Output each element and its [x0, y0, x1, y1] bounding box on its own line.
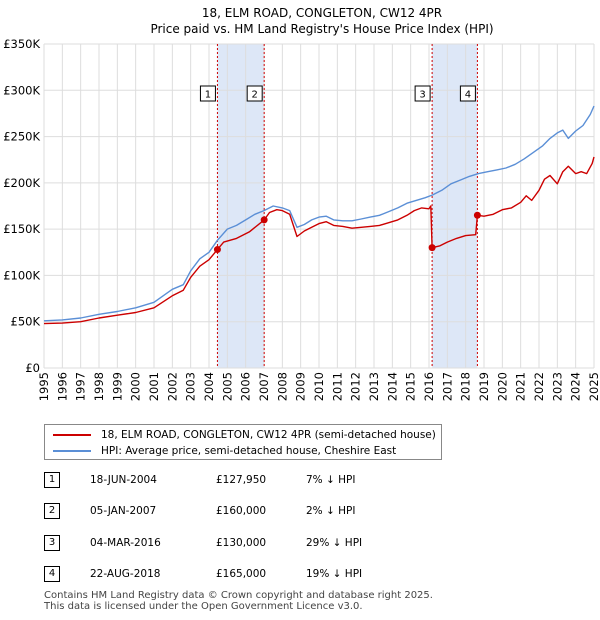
x-tick-label: 2011: [330, 372, 344, 401]
x-tick-label: 2018: [459, 372, 473, 401]
table-row: 4 22-AUG-2018 £165,000 19% ↓ HPI: [44, 566, 384, 584]
x-tick-label: 2023: [550, 372, 564, 401]
x-tick-label: 2016: [422, 372, 436, 401]
y-tick-label: £250K: [3, 130, 40, 144]
sale-number-badge: 1: [44, 472, 60, 488]
legend-item-property: 18, ELM ROAD, CONGLETON, CW12 4PR (semi-…: [53, 427, 436, 443]
sale-number-label: 1: [205, 90, 211, 101]
y-tick-label: £100K: [3, 268, 40, 282]
sale-number-box-frame: [414, 85, 431, 102]
chart-legend: 18, ELM ROAD, CONGLETON, CW12 4PR (semi-…: [44, 424, 442, 460]
sale-number-badge: 4: [44, 566, 60, 582]
sale-number-badge: 3: [44, 535, 60, 551]
x-tick-label: 1996: [55, 372, 69, 401]
x-tick-label: 2015: [404, 372, 418, 401]
y-tick-label: £350K: [3, 37, 40, 51]
sale-number-label: 4: [465, 90, 471, 101]
x-tick-label: 2000: [129, 372, 143, 401]
x-tick-label: 2002: [165, 372, 179, 401]
x-tick-label: 2014: [385, 372, 399, 401]
y-tick-label: £150K: [3, 222, 40, 236]
x-tick-label: 2024: [569, 372, 583, 401]
sale-date: 22-AUG-2018: [90, 568, 161, 580]
table-row: 3 04-MAR-2016 £130,000 29% ↓ HPI: [44, 535, 384, 553]
y-tick-label: £200K: [3, 176, 40, 190]
sale-point: [473, 211, 481, 219]
x-tick-label: 2017: [440, 372, 454, 401]
sale-price: £130,000: [216, 537, 267, 549]
sale-number-label: 2: [251, 90, 257, 101]
x-tick-label: 2004: [202, 372, 216, 401]
sale-number-box-frame: [199, 85, 216, 102]
sale-hpi-diff: 29% ↓ HPI: [306, 537, 363, 549]
y-tick-label: £50K: [11, 315, 41, 329]
sale-price: £160,000: [216, 505, 267, 517]
footer-attribution: Contains HM Land Registry data © Crown c…: [44, 590, 433, 612]
sale-hpi-diff: 19% ↓ HPI: [306, 568, 363, 580]
x-tick-label: 1997: [74, 372, 88, 401]
x-tick-label: 2020: [495, 372, 509, 401]
sale-number-box: 3: [414, 85, 431, 102]
x-tick-label: 1995: [37, 372, 51, 401]
sale-number-box: 2: [246, 85, 263, 102]
sale-price: £127,950: [216, 474, 267, 486]
sale-point: [428, 244, 436, 252]
sale-date: 18-JUN-2004: [90, 474, 157, 486]
y-tick-label: £300K: [3, 83, 40, 97]
sale-point: [260, 216, 268, 224]
table-row: 1 18-JUN-2004 £127,950 7% ↓ HPI: [44, 472, 384, 490]
property-series-line: [43, 156, 595, 325]
legend-label-hpi: HPI: Average price, semi-detached house,…: [101, 445, 397, 457]
x-tick-label: 2007: [257, 372, 271, 401]
sale-hpi-diff: 7% ↓ HPI: [306, 474, 356, 486]
chart-title: 18, ELM ROAD, CONGLETON, CW12 4PR: [202, 6, 442, 20]
sale-number-label: 3: [419, 90, 425, 101]
chart-subtitle: Price paid vs. HM Land Registry's House …: [150, 22, 493, 36]
price-chart: 18, ELM ROAD, CONGLETON, CW12 4PR Price p…: [3, 6, 600, 401]
x-tick-label: 2008: [275, 372, 289, 401]
x-tick-label: 1998: [92, 372, 106, 401]
x-tick-label: 2012: [349, 372, 363, 401]
sale-number-box-frame: [246, 85, 263, 102]
legend-swatch-property: [53, 434, 91, 436]
x-tick-label: 2025: [587, 372, 600, 401]
x-tick-label: 2003: [184, 372, 198, 401]
x-tick-label: 2001: [147, 372, 161, 401]
legend-swatch-hpi: [53, 450, 91, 452]
hpi-series-line: [43, 105, 595, 322]
x-tick-label: 2009: [294, 372, 308, 401]
x-tick-label: 2013: [367, 372, 381, 401]
sale-price: £165,000: [216, 568, 267, 580]
sale-hpi-diff: 2% ↓ HPI: [306, 505, 356, 517]
legend-label-property: 18, ELM ROAD, CONGLETON, CW12 4PR (semi-…: [101, 429, 436, 441]
x-tick-label: 2022: [532, 372, 546, 401]
sale-date: 04-MAR-2016: [90, 537, 161, 549]
x-tick-label: 2019: [477, 372, 491, 401]
sale-number-box-frame: [459, 85, 476, 102]
footer-copyright: Contains HM Land Registry data © Crown c…: [44, 590, 433, 601]
x-tick-label: 2005: [220, 372, 234, 401]
sale-number-badge: 2: [44, 503, 60, 519]
table-row: 2 05-JAN-2007 £160,000 2% ↓ HPI: [44, 503, 384, 521]
sale-number-box: 4: [459, 85, 476, 102]
x-tick-label: 2021: [514, 372, 528, 401]
x-tick-label: 2006: [239, 372, 253, 401]
x-tick-label: 2010: [312, 372, 326, 401]
sale-date: 05-JAN-2007: [90, 505, 157, 517]
legend-item-hpi: HPI: Average price, semi-detached house,…: [53, 443, 396, 459]
sale-point: [213, 246, 221, 254]
footer-licence: This data is licensed under the Open Gov…: [44, 601, 363, 612]
y-tick-label: £0: [25, 361, 40, 375]
x-tick-label: 1999: [110, 372, 124, 401]
sale-number-box: 1: [199, 85, 216, 102]
